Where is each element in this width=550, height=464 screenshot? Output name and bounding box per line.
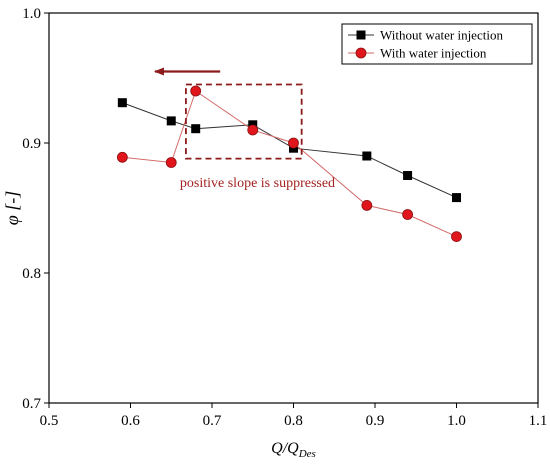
data-point bbox=[452, 193, 461, 203]
x-tick-label: 0.9 bbox=[366, 413, 385, 429]
data-point bbox=[403, 171, 413, 180]
series bbox=[116, 85, 462, 243]
annotations: positive slope is suppressed bbox=[153, 67, 335, 191]
legend-label-2: With water injection bbox=[380, 46, 487, 61]
data-point bbox=[116, 151, 128, 163]
x-tick-label: 0.6 bbox=[121, 413, 140, 429]
data-point bbox=[190, 85, 202, 97]
y-tick-label: 0.7 bbox=[22, 396, 41, 412]
x-tick-label: 0.5 bbox=[40, 413, 59, 429]
data-point bbox=[117, 98, 127, 108]
data-point bbox=[451, 231, 462, 243]
legend-box bbox=[341, 23, 533, 65]
series-line-2 bbox=[122, 90, 457, 238]
annotation-positive-slope: positive slope is suppressed bbox=[180, 176, 335, 191]
data-point bbox=[402, 209, 414, 220]
x-tick-label: 0.7 bbox=[203, 413, 222, 429]
data-point bbox=[191, 124, 201, 134]
data-point bbox=[288, 137, 299, 149]
data-point bbox=[361, 199, 373, 211]
axis-ticks: 0.5 0.6 0.7 0.8 0.9 1.0 1.1 0.7 0.8 0.9 1.0 bbox=[22, 6, 547, 429]
highlight-box bbox=[185, 83, 303, 160]
x-tick-label: 1.1 bbox=[529, 413, 548, 429]
y-tick-label: 0.9 bbox=[22, 136, 41, 152]
plot-area-border bbox=[48, 12, 539, 404]
plot-frame bbox=[48, 12, 539, 404]
x-tick-label: 0.8 bbox=[284, 413, 303, 429]
y-tick-label: 1.0 bbox=[22, 6, 41, 22]
legend: Without water injection With water inject… bbox=[341, 23, 533, 65]
y-tick-label: 0.8 bbox=[22, 266, 41, 282]
legend-marker-1 bbox=[356, 30, 366, 40]
legend-label-1: Without water injection bbox=[380, 28, 503, 43]
data-point bbox=[247, 124, 259, 136]
x-tick-label: 1.0 bbox=[447, 413, 466, 429]
data-point bbox=[362, 151, 372, 161]
y-axis-label: φ [-] bbox=[2, 191, 22, 225]
data-point bbox=[166, 116, 176, 126]
legend-marker-2 bbox=[355, 47, 367, 59]
x-axis-label: Q/QDes bbox=[271, 440, 316, 460]
data-point bbox=[165, 157, 177, 168]
